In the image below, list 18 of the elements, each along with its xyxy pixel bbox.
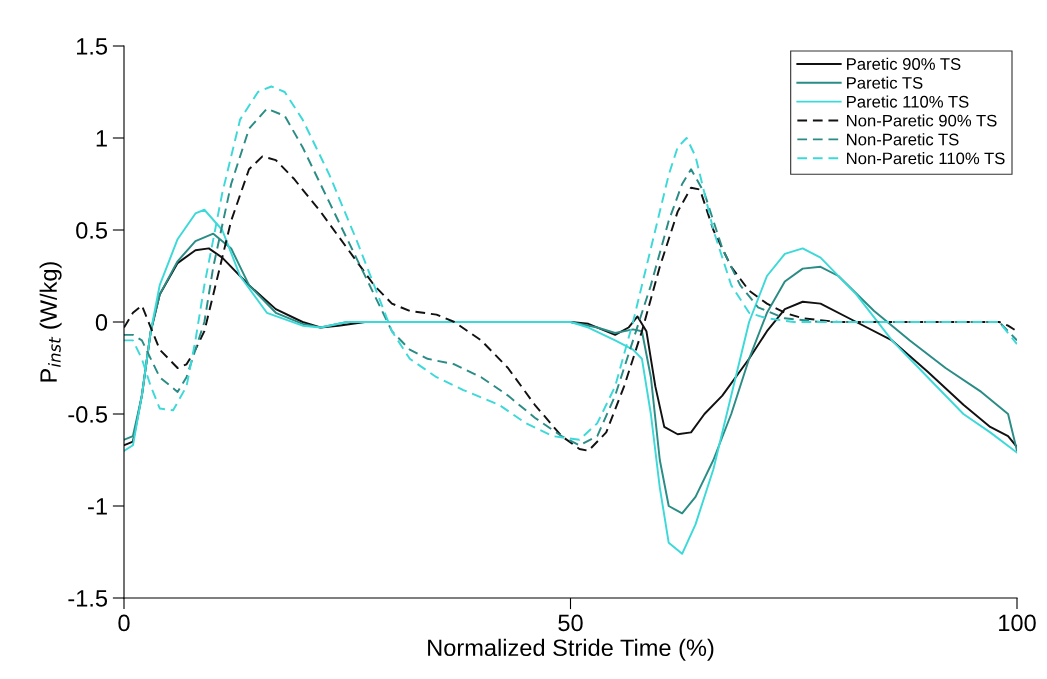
- legend-label: Non-Paretic TS: [847, 133, 959, 146]
- y-tick-label: 0.5: [76, 222, 108, 239]
- legend-label: Paretic TS: [847, 76, 923, 89]
- y-tick-label: 1.5: [77, 38, 108, 55]
- legend-label: Paretic 110% TS: [847, 95, 969, 108]
- legend-label: Non-Paretic 110% TS: [847, 152, 1005, 165]
- x-tick-label: 0: [118, 614, 130, 632]
- y-tick-label: 1: [96, 130, 107, 147]
- x-axis-title: Normalized Stride Time (%): [428, 638, 714, 661]
- y-tick-label: -0.5: [68, 406, 108, 423]
- legend-label: Paretic 90% TS: [847, 57, 961, 70]
- legend-label: Non-Paretic 90% TS: [847, 114, 997, 127]
- y-tick-label: -1: [88, 498, 107, 515]
- x-tick-label: 100: [999, 614, 1036, 632]
- y-tick-label: 0: [95, 314, 108, 331]
- y-tick-label: -1.5: [68, 590, 108, 607]
- y-axis-title: P$_{inst}$ (W/kg): [39, 262, 62, 382]
- x-tick-label: 50: [558, 614, 583, 632]
